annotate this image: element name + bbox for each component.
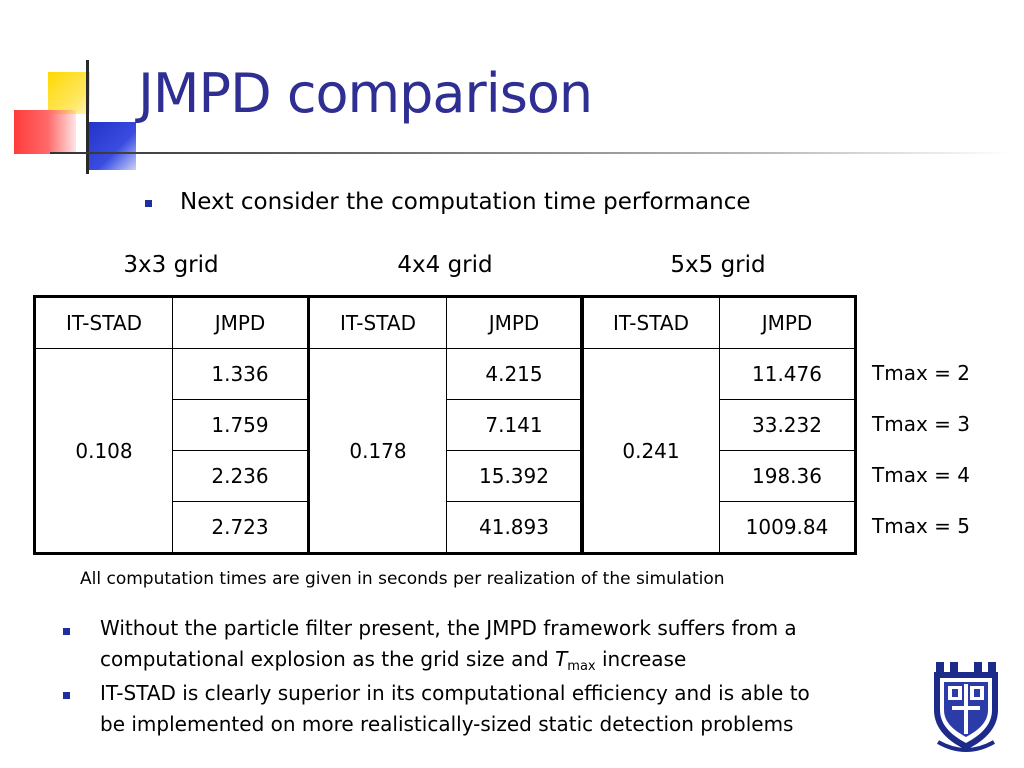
table-footnote: All computation times are given in secon… [80,569,725,589]
tmax-label: Tmax = 2 [872,361,970,385]
bullet-line: computational explosion as the grid size… [100,647,556,671]
decor-vertical-line [86,60,89,174]
bullet-marker [145,200,152,207]
tmax-variable: T [555,647,568,671]
bullet-line: IT-STAD is clearly superior in its compu… [100,681,810,705]
jmpd-value-cell: 11.476 [719,348,856,400]
jmpd-value-cell: 1009.84 [719,501,856,554]
bullet-text-itstad-efficiency: IT-STAD is clearly superior in its compu… [100,678,910,740]
jmpd-value-cell: 7.141 [446,399,583,451]
results-table-5x5: IT-STAD JMPD 0.241 11.476 33.232 198.36 … [580,295,857,555]
results-table-4x4: IT-STAD JMPD 0.178 4.215 7.141 15.392 41… [307,295,584,555]
university-shield-logo [934,662,998,752]
jmpd-value-cell: 1.336 [172,348,309,400]
table-header-cell: IT-STAD [581,296,720,349]
tmax-subscript: max [567,659,596,674]
jmpd-value-cell: 198.36 [719,450,856,502]
tmax-label: Tmax = 4 [872,463,970,487]
title-underline [50,152,1010,154]
tmax-label: Tmax = 3 [872,412,970,436]
results-table-3x3: IT-STAD JMPD 0.108 1.336 1.759 2.236 2.7… [33,295,310,555]
intro-bullet-text: Next consider the computation time perfo… [180,189,751,215]
table-header-cell: IT-STAD [34,296,173,349]
table-header-cell: IT-STAD [308,296,447,349]
table-header-cell: JMPD [446,296,583,349]
bullet-marker [63,628,70,635]
jmpd-value-cell: 1.759 [172,399,309,451]
jmpd-value-cell: 33.232 [719,399,856,451]
decor-blue-square [86,122,136,170]
jmpd-value-cell: 2.236 [172,450,309,502]
itstad-value-cell: 0.108 [34,348,173,554]
jmpd-value-cell: 15.392 [446,450,583,502]
bullet-marker [63,692,70,699]
table-header-cell: JMPD [719,296,856,349]
jmpd-value-cell: 41.893 [446,501,583,554]
bullet-line: be implemented on more realistically-siz… [100,712,794,736]
itstad-value-cell: 0.178 [308,348,447,554]
grid-header-3x3: 3x3 grid [123,252,219,278]
bullet-line: Without the particle filter present, the… [100,616,797,640]
table-header-cell: JMPD [172,296,309,349]
bullet-line: increase [595,647,687,671]
itstad-value-cell: 0.241 [581,348,720,554]
jmpd-value-cell: 2.723 [172,501,309,554]
tmax-label: Tmax = 5 [872,514,970,538]
jmpd-value-cell: 4.215 [446,348,583,400]
grid-header-5x5: 5x5 grid [670,252,766,278]
grid-header-4x4: 4x4 grid [397,252,493,278]
decor-red-square [14,110,76,154]
decor-yellow-square [48,72,90,114]
bullet-text-particle-filter: Without the particle filter present, the… [100,613,910,682]
slide-title: JMPD comparison [138,62,593,125]
